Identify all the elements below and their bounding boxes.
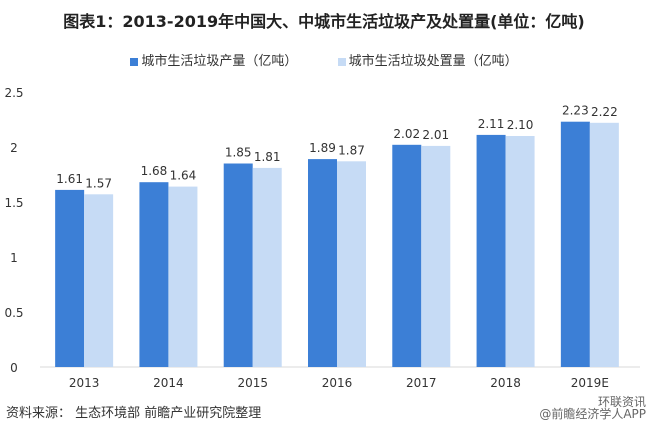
y-tick-label: 0 [10,361,18,375]
bar [589,122,619,367]
data-label: 2.23 [562,104,589,118]
y-tick-label: 2.5 [4,86,23,100]
y-tick-label: 1 [10,251,18,265]
data-label: 2.22 [591,105,618,119]
source-note: 资料来源： 生态环境部 前瞻产业研究院整理 [6,406,262,421]
x-tick-label: 2017 [406,376,437,390]
data-label: 1.68 [141,164,168,178]
y-tick-label: 0.5 [4,306,23,320]
bar [308,159,337,367]
x-tick-label: 2013 [69,376,100,390]
data-label: 1.89 [309,141,336,155]
data-label: 2.01 [422,128,449,142]
data-label: 2.02 [393,127,420,141]
watermark: 环联资讯 @前瞻经济学人APP [539,395,646,421]
bar [55,189,85,367]
data-label: 1.87 [338,143,365,157]
bar [168,186,198,367]
bar [560,121,590,367]
y-tick-label: 1.5 [4,196,23,210]
legend-item-disposal: 城市生活垃圾处置量（亿吨） [337,50,518,69]
x-tick-label: 2018 [490,376,521,390]
x-tick-label: 2014 [153,376,184,390]
bar [392,144,422,367]
data-label: 2.10 [507,118,534,132]
y-tick-label: 2 [10,141,18,155]
bar [421,145,451,367]
legend-swatch [337,57,346,66]
bar [337,161,366,367]
legend-swatch [130,57,139,66]
bar [223,163,253,367]
x-tick-label: 2015 [237,376,268,390]
legend-item-production: 城市生活垃圾产量（亿吨） [130,50,297,69]
data-label: 1.85 [225,146,252,160]
bar [476,134,506,367]
data-label: 1.57 [85,176,112,190]
x-tick-label: 2016 [322,376,353,390]
bar [84,194,114,367]
data-label: 1.64 [170,169,197,183]
bar [139,182,169,367]
bar [252,167,282,367]
chart-title: 图表1：2013-2019年中国大、中城市生活垃圾产及处置量(单位：亿吨) [63,12,585,31]
bar [505,136,535,367]
data-label: 1.81 [254,150,281,164]
legend: 城市生活垃圾产量（亿吨） 城市生活垃圾处置量（亿吨） [0,50,648,69]
x-tick-label: 2019E [571,376,609,390]
data-label: 1.61 [56,172,83,186]
data-label: 2.11 [478,117,505,131]
